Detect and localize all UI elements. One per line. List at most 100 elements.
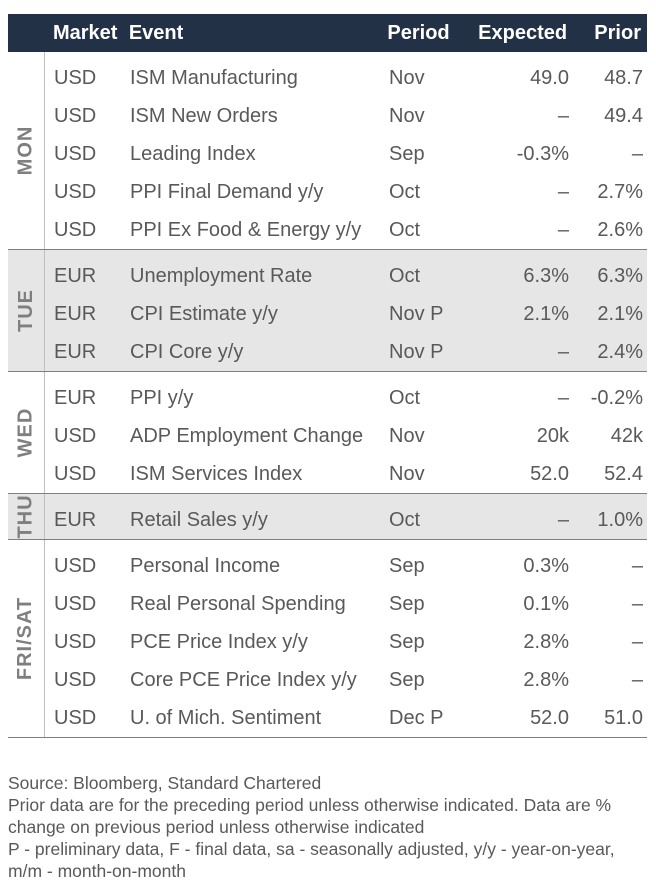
period-cell: Sep — [389, 554, 425, 577]
day-group: WED EUR PPI y/y Oct – -0.2% USD ADP Employment … — [8, 372, 647, 494]
period-cell: Nov P — [389, 340, 444, 363]
expected-cell: 49.0 — [530, 66, 569, 89]
expected-cell: – — [557, 218, 569, 241]
event-cell: ISM Manufacturing — [130, 66, 298, 89]
event-cell: Real Personal Spending — [130, 592, 346, 615]
prior-cell: – — [631, 592, 643, 615]
market-cell: USD — [54, 142, 97, 165]
market-cell: USD — [54, 218, 97, 241]
table-row: USD PPI Ex Food & Energy y/y Oct – 2.6% — [45, 211, 649, 249]
header-expected: Expected — [478, 21, 568, 44]
event-cell: CPI Estimate y/y — [130, 302, 278, 325]
table-row: EUR PPI y/y Oct – -0.2% — [45, 379, 649, 417]
period-cell: Nov — [389, 462, 425, 485]
table-row: USD U. of Mich. Sentiment Dec P 52.0 51.0 — [45, 699, 649, 737]
event-cell: PPI y/y — [130, 386, 194, 409]
prior-cell: – — [631, 142, 643, 165]
day-column: FRI/SAT — [8, 540, 45, 737]
expected-cell: 0.1% — [523, 592, 569, 615]
market-cell: EUR — [54, 264, 97, 287]
event-cell: ISM Services Index — [130, 462, 303, 485]
table-row: EUR Unemployment Rate Oct 6.3% 6.3% — [45, 257, 649, 295]
event-cell: ADP Employment Change — [130, 424, 364, 447]
market-cell: USD — [54, 630, 97, 653]
market-cell: USD — [54, 592, 97, 615]
table-row: USD PCE Price Index y/y Sep 2.8% – — [45, 623, 649, 661]
market-cell: EUR — [54, 340, 97, 363]
prior-cell: 2.6% — [597, 218, 643, 241]
event-rows: USD Personal Income Sep 0.3% – USD Real Person… — [45, 540, 649, 737]
period-cell: Oct — [389, 264, 421, 287]
period-cell: Nov — [389, 66, 425, 89]
source-line: Source: Bloomberg, Standard Chartered — [8, 773, 322, 793]
market-cell: USD — [54, 66, 97, 89]
table-row: USD Leading Index Sep -0.3% – — [45, 135, 649, 173]
period-cell: Sep — [389, 630, 425, 653]
expected-cell: 2.8% — [523, 668, 569, 691]
source-notes: Source: Bloomberg, Standard Chartered Pr… — [8, 772, 648, 882]
expected-cell: – — [557, 508, 569, 531]
period-cell: Nov — [389, 424, 425, 447]
day-group: TUE EUR Unemployment Rate Oct 6.3% 6.3% EUR CPI… — [8, 250, 647, 372]
note-line-1: Prior data are for the preceding period … — [8, 795, 612, 837]
prior-cell: 42k — [610, 424, 643, 447]
prior-cell: -0.2% — [590, 386, 643, 409]
event-cell: U. of Mich. Sentiment — [130, 706, 322, 729]
expected-cell: – — [557, 340, 569, 363]
market-cell: USD — [54, 668, 97, 691]
expected-cell: – — [557, 386, 569, 409]
prior-cell: 52.4 — [604, 462, 643, 485]
event-cell: PPI Final Demand y/y — [130, 180, 324, 203]
table-body: MON USD ISM Manufacturing Nov 49.0 48.7 USD ISM… — [8, 52, 647, 738]
market-cell: USD — [54, 462, 97, 485]
period-cell: Nov P — [389, 302, 444, 325]
market-cell: USD — [54, 104, 97, 127]
day-group: MON USD ISM Manufacturing Nov 49.0 48.7 USD ISM… — [8, 52, 647, 250]
period-cell: Nov — [389, 104, 425, 127]
prior-cell: – — [631, 668, 643, 691]
header-market: Market — [52, 21, 118, 44]
market-cell: EUR — [54, 508, 97, 531]
period-cell: Dec P — [389, 706, 444, 729]
header-prior: Prior — [594, 21, 641, 44]
prior-cell: 1.0% — [597, 508, 643, 531]
note-line-2: P - preliminary data, F - final data, sa… — [8, 839, 615, 881]
period-cell: Sep — [389, 668, 425, 691]
event-cell: PCE Price Index y/y — [130, 630, 308, 653]
event-cell: Personal Income — [130, 554, 281, 577]
period-cell: Oct — [389, 180, 421, 203]
table-row: EUR Retail Sales y/y Oct – 1.0% — [45, 501, 649, 539]
expected-cell: 6.3% — [523, 264, 569, 287]
event-cell: Unemployment Rate — [130, 264, 313, 287]
prior-cell: 2.1% — [597, 302, 643, 325]
table-row: USD ADP Employment Change Nov 20k 42k — [45, 417, 649, 455]
period-cell: Oct — [389, 508, 421, 531]
header-period: Period — [387, 21, 450, 44]
prior-cell: 2.4% — [597, 340, 643, 363]
day-label: THU — [14, 494, 37, 539]
expected-cell: 20k — [536, 424, 569, 447]
prior-cell: 48.7 — [604, 66, 643, 89]
period-cell: Oct — [389, 386, 421, 409]
day-group: FRI/SAT USD Personal Income Sep 0.3% – USD Real… — [8, 540, 647, 738]
expected-cell: 52.0 — [530, 706, 569, 729]
expected-cell: 52.0 — [530, 462, 569, 485]
event-cell: Leading Index — [130, 142, 256, 165]
event-rows: EUR PPI y/y Oct – -0.2% USD ADP Employment Cha… — [45, 372, 649, 493]
day-label: TUE — [14, 289, 37, 332]
day-label: FRI/SAT — [14, 596, 37, 681]
event-cell: PPI Ex Food & Energy y/y — [130, 218, 362, 241]
expected-cell: – — [557, 104, 569, 127]
expected-cell: 2.8% — [523, 630, 569, 653]
event-rows: USD ISM Manufacturing Nov 49.0 48.7 USD ISM Ne… — [45, 52, 649, 249]
expected-cell: -0.3% — [516, 142, 569, 165]
table-header: Market Event Period Expected Prior — [8, 14, 647, 52]
event-rows: EUR Retail Sales y/y Oct – 1.0% — [45, 494, 649, 539]
event-rows: EUR Unemployment Rate Oct 6.3% 6.3% EUR CPI Es… — [45, 250, 649, 371]
day-label: MON — [14, 125, 37, 176]
market-cell: EUR — [54, 302, 97, 325]
period-cell: Oct — [389, 218, 421, 241]
economic-calendar-table: Market Event Period Expected Prior MON US… — [8, 14, 647, 738]
table-row: USD Real Personal Spending Sep 0.1% – — [45, 585, 649, 623]
event-cell: Core PCE Price Index y/y — [130, 668, 357, 691]
